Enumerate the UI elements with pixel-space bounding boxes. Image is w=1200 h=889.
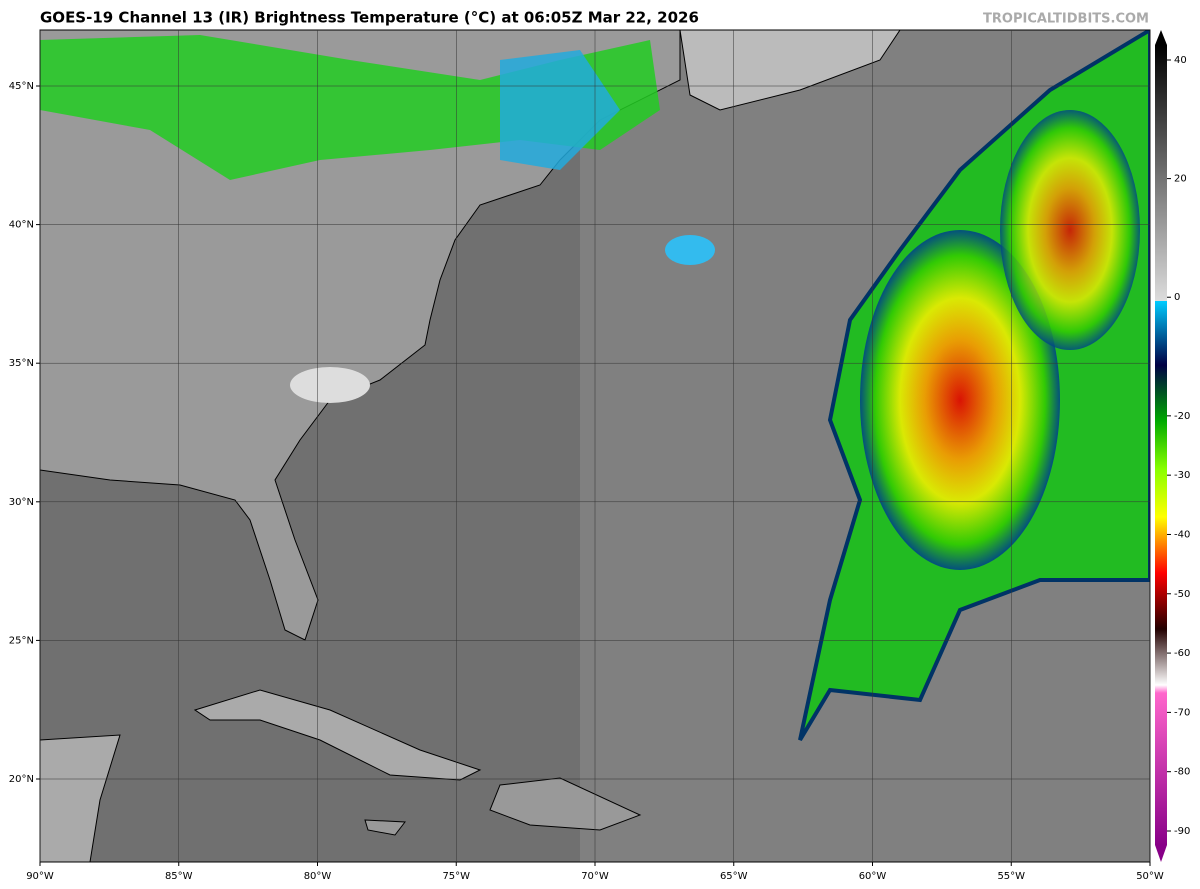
colorbar-arrow <box>1155 30 1167 45</box>
lon-label: 80°W <box>304 871 332 882</box>
lon-label: 85°W <box>165 871 193 882</box>
colorbar-label: -90 <box>1174 826 1190 837</box>
colorbar-label: -70 <box>1174 707 1190 718</box>
lon-label: 55°W <box>997 871 1025 882</box>
lon-label: 90°W <box>26 871 54 882</box>
island <box>489 777 642 831</box>
credit: TROPICALTIDBITS.COM <box>983 12 1149 27</box>
storm-core <box>1000 110 1140 350</box>
colorbar-label: -50 <box>1174 589 1190 600</box>
lon-label: 75°W <box>442 871 470 882</box>
cloud-band <box>500 50 620 170</box>
land <box>40 734 121 862</box>
colorbar-label: -20 <box>1174 411 1190 422</box>
cloud <box>665 235 715 265</box>
lat-label: 45°N <box>9 81 34 92</box>
lat-label: 35°N <box>9 358 34 369</box>
island <box>193 689 482 781</box>
land <box>679 30 901 111</box>
cloud <box>290 367 370 403</box>
colorbar-label: 40 <box>1174 55 1187 66</box>
lon-label: 70°W <box>581 871 609 882</box>
colorbar-label: 0 <box>1174 292 1180 303</box>
colorbar-label: -40 <box>1174 529 1190 540</box>
lat-label: 20°N <box>9 774 34 785</box>
colorbar <box>1155 45 1167 845</box>
colorbar-label: -60 <box>1174 648 1190 659</box>
lat-label: 40°N <box>9 220 34 231</box>
lon-label: 65°W <box>720 871 748 882</box>
title: GOES-19 Channel 13 (IR) Brightness Tempe… <box>40 9 699 27</box>
colorbar-arrow <box>1155 845 1167 862</box>
cloud-band <box>40 35 660 180</box>
lat-label: 30°N <box>9 497 34 508</box>
storm-core <box>860 230 1060 570</box>
island <box>364 819 406 836</box>
colorbar-label: 20 <box>1174 174 1187 185</box>
lon-label: 50°W <box>1136 871 1164 882</box>
colorbar-label: -80 <box>1174 767 1190 778</box>
lon-label: 60°W <box>859 871 887 882</box>
lat-label: 25°N <box>9 635 34 646</box>
colorbar-label: -30 <box>1174 470 1190 481</box>
